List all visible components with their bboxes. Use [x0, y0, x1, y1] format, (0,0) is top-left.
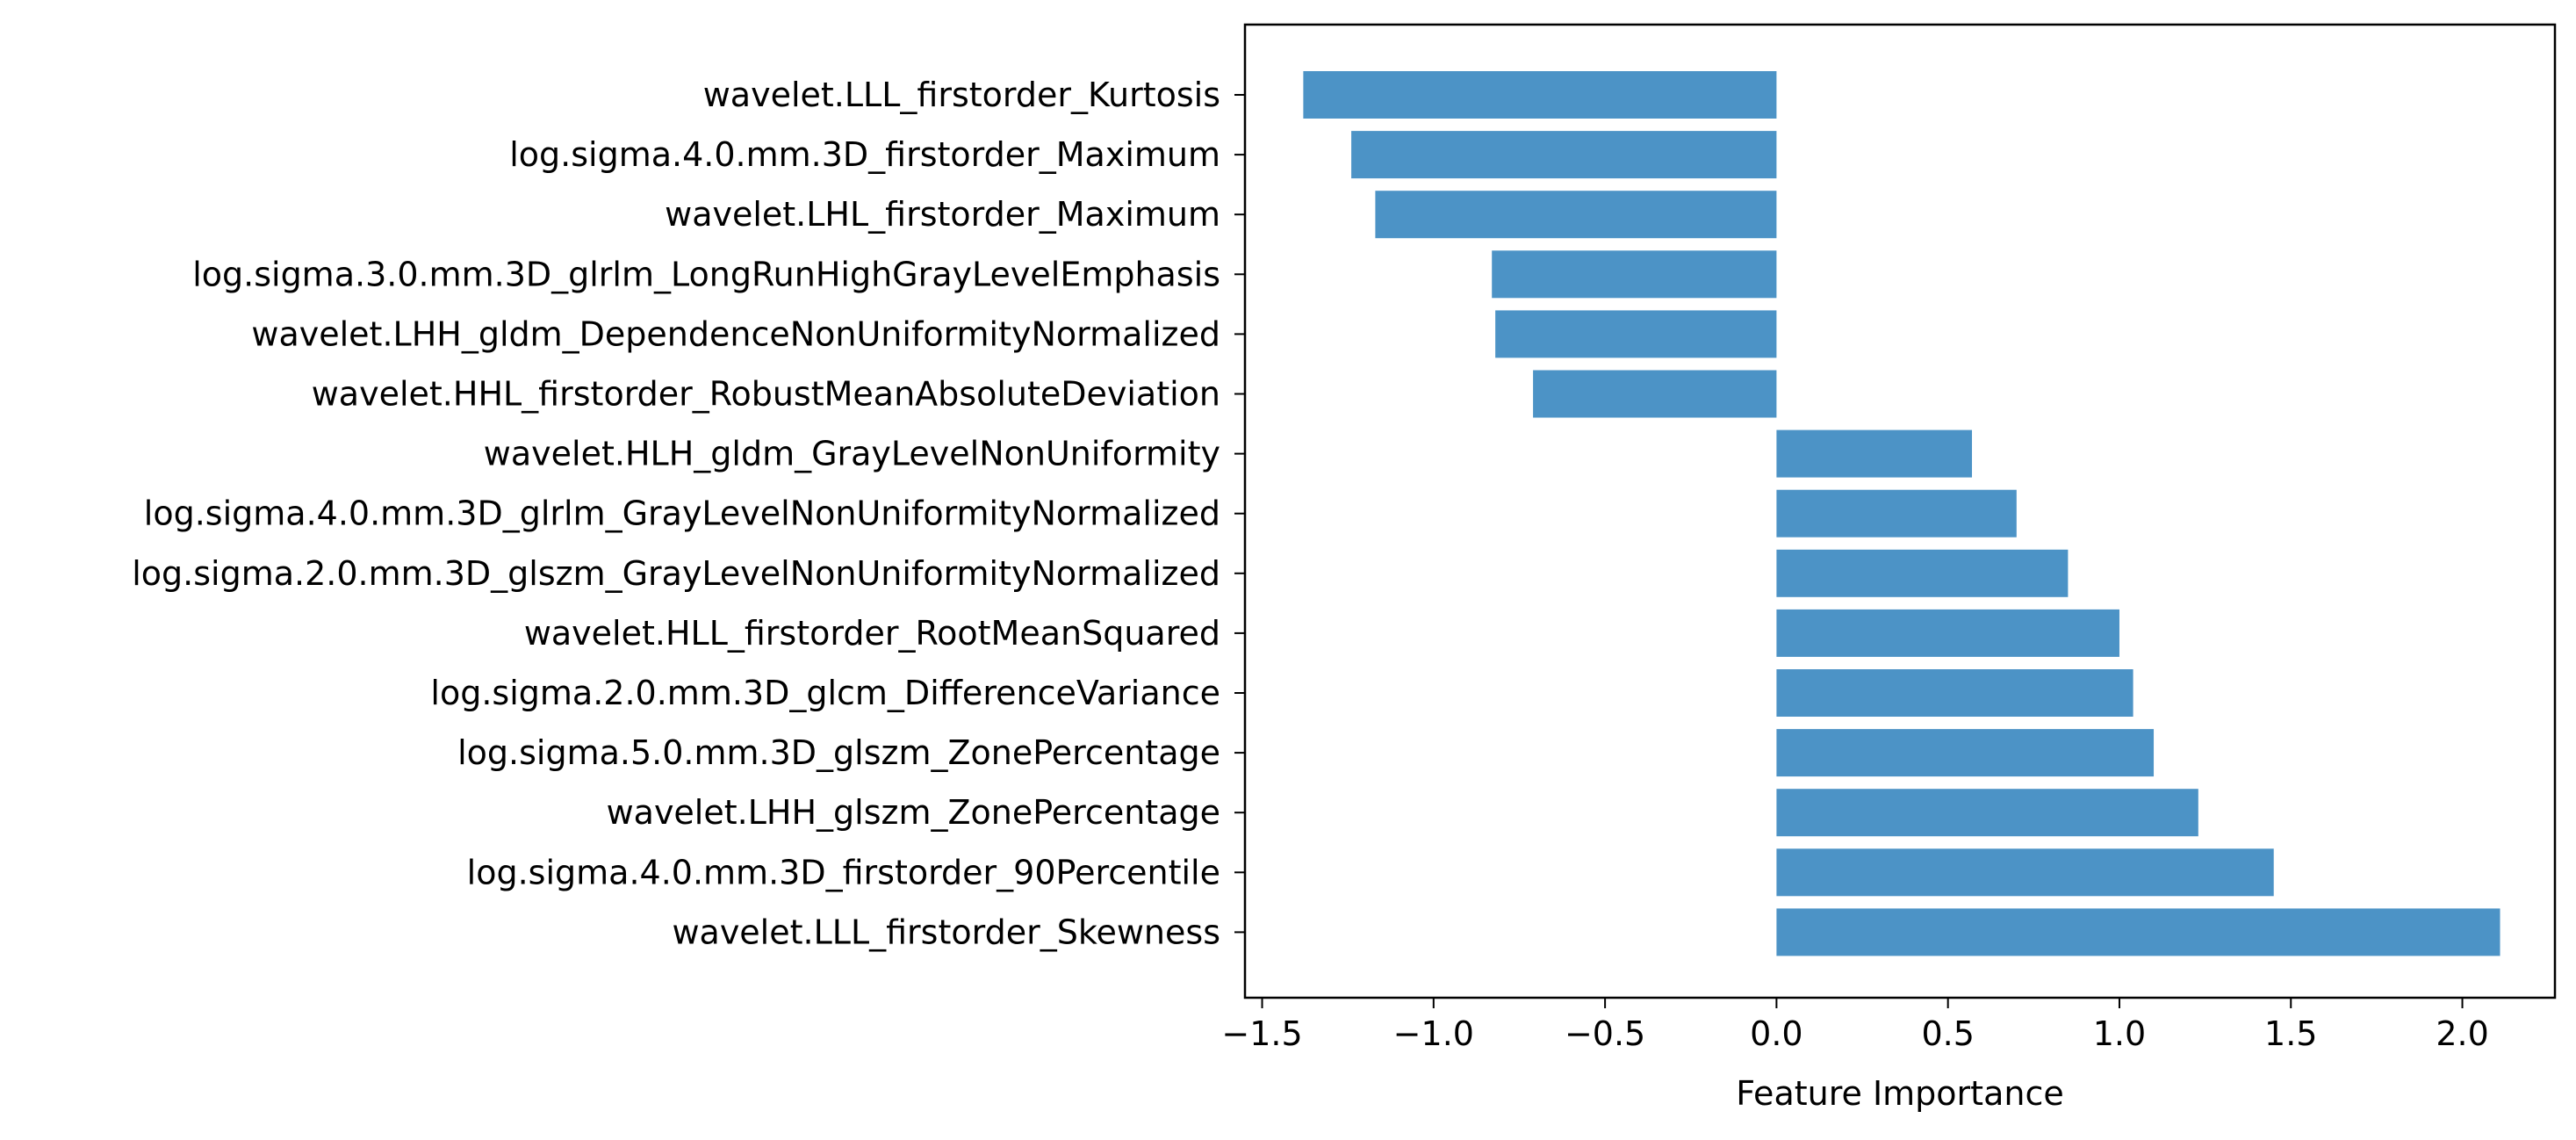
bar: [1533, 370, 1777, 418]
y-tick-label: wavelet.LHH_gldm_DependenceNonUniformity…: [251, 314, 1220, 353]
y-axis: wavelet.LLL_firstorder_Kurtosis log.sigma…: [132, 76, 1245, 951]
y-tick-label: log.sigma.4.0.mm.3D_firstorder_Maximum: [509, 135, 1220, 174]
x-tick-label: 0.0: [1750, 1014, 1802, 1053]
bar: [1776, 669, 2133, 717]
bars-layer: [1303, 71, 2500, 956]
bar: [1776, 908, 2500, 956]
bar: [1776, 609, 2119, 657]
y-tick-label: wavelet.LLL_firstorder_Skewness: [672, 913, 1220, 951]
x-tick-label: −1.5: [1221, 1014, 1302, 1053]
x-tick-label: 0.5: [1921, 1014, 1974, 1053]
bar: [1776, 848, 2274, 897]
y-tick-label: log.sigma.2.0.mm.3D_glcm_DifferenceVaria…: [430, 674, 1220, 712]
y-tick-label: wavelet.LLL_firstorder_Kurtosis: [703, 76, 1220, 114]
bar: [1375, 191, 1777, 239]
y-tick-label: log.sigma.4.0.mm.3D_glrlm_GrayLevelNonUn…: [144, 494, 1220, 533]
bar: [1776, 429, 1973, 478]
bar: [1776, 489, 2017, 538]
x-tick-label: 2.0: [2436, 1014, 2488, 1053]
x-tick-label: −0.5: [1565, 1014, 1645, 1053]
x-axis: −1.5 −1.0 −0.5 0.0 0.5 1.0 1.5 2.0: [1221, 998, 2489, 1053]
bar: [1776, 729, 2155, 777]
y-tick-label: log.sigma.3.0.mm.3D_glrlm_LongRunHighGra…: [192, 255, 1220, 293]
y-tick-label: wavelet.LHL_firstorder_Maximum: [665, 195, 1220, 234]
x-tick-label: −1.0: [1393, 1014, 1474, 1053]
bar: [1776, 549, 2069, 597]
x-tick-label: 1.5: [2264, 1014, 2317, 1053]
bar: [1492, 250, 1777, 299]
y-tick-label: log.sigma.4.0.mm.3D_firstorder_90Percent…: [467, 853, 1220, 891]
y-tick-label: log.sigma.2.0.mm.3D_glszm_GrayLevelNonUn…: [132, 554, 1220, 593]
x-axis-label: Feature Importance: [1736, 1074, 2063, 1113]
bar: [1776, 789, 2198, 837]
y-tick-label: wavelet.HLH_gldm_GrayLevelNonUniformity: [484, 435, 1220, 473]
y-tick-label: wavelet.LHH_glszm_ZonePercentage: [607, 793, 1220, 832]
plot-frame: [1243, 23, 2557, 999]
y-tick-label: wavelet.HLL_firstorder_RootMeanSquared: [524, 614, 1220, 653]
bar: [1495, 310, 1777, 358]
y-tick-label: log.sigma.5.0.mm.3D_glszm_ZonePercentage: [457, 733, 1220, 772]
bar: [1303, 71, 1777, 119]
bar: [1351, 131, 1777, 179]
y-tick-label: wavelet.HHL_firstorder_RobustMeanAbsolut…: [312, 375, 1220, 414]
x-tick-label: 1.0: [2093, 1014, 2146, 1053]
